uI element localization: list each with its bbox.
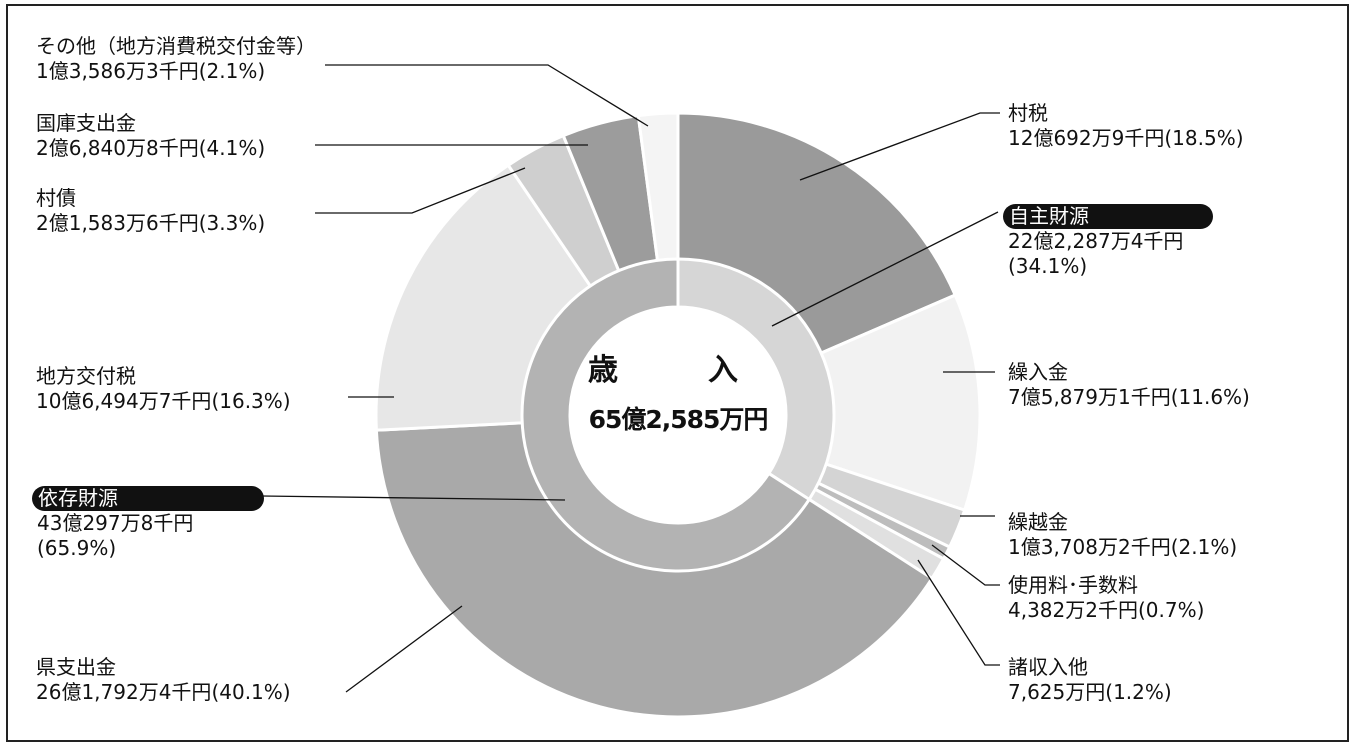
label-shoshunyu: 諸収入他 7,625万円(1.2%) [1008, 655, 1172, 705]
label-value: 2億1,583万6千円(3.3%) [36, 211, 266, 235]
label-izon-zaigen: 依存財源 43億297万8千円 (65.9%) [32, 486, 264, 561]
label-percent: (34.1%) [1008, 254, 1088, 278]
leader-shoshunyu [917, 559, 1000, 666]
label-kurikoshikin: 繰越金 1億3,708万2千円(2.1%) [1008, 510, 1237, 560]
label-value: 26億1,792万4千円(40.1%) [36, 680, 291, 704]
label-value: 1億3,708万2千円(2.1%) [1008, 535, 1238, 559]
label-percent: (65.9%) [37, 536, 117, 560]
label-value: 2億6,840万8千円(4.1%) [36, 136, 266, 160]
label-sonota: その他（地方消費税交付金等） 1億3,586万3千円(2.1%) [36, 34, 316, 84]
outer-ring [374, 111, 982, 719]
label-name: 繰入金 [1008, 360, 1068, 384]
inner-ring [520, 257, 836, 573]
label-name: 村税 [1008, 101, 1048, 125]
label-jishu-zaigen: 自主財源 22億2,287万4千円 (34.1%) [1003, 204, 1213, 279]
label-value: 1億3,586万3千円(2.1%) [36, 59, 266, 83]
leader-shiyoryo [931, 544, 1000, 586]
label-name: 使用料･手数料 [1008, 573, 1138, 597]
inner-slice-0 [676, 257, 836, 502]
label-shiyoryo: 使用料･手数料 4,382万2千円(0.7%) [1008, 573, 1204, 623]
leader-sonota [325, 64, 649, 127]
label-name: 繰越金 [1008, 510, 1068, 534]
label-value: 7,625万円(1.2%) [1008, 680, 1172, 704]
label-value: 4,382万2千円(0.7%) [1008, 598, 1205, 622]
label-name: 県支出金 [36, 655, 116, 679]
label-value: 12億692万9千円(18.5%) [1008, 126, 1244, 150]
label-name: 諸収入他 [1008, 655, 1088, 679]
label-name: 村債 [36, 186, 76, 210]
label-kokkoshishutsukin: 国庫支出金 2億6,840万8千円(4.1%) [36, 111, 265, 161]
label-kurireikin: 繰入金 7億5,879万1千円(11.6%) [1008, 360, 1250, 410]
center-total: 65億2,585万円 [588, 405, 769, 434]
label-name: 国庫支出金 [36, 111, 136, 135]
label-kenshishutsukin: 県支出金 26億1,792万4千円(40.1%) [36, 655, 291, 705]
leader-sonsai [315, 167, 526, 214]
leader-lines [261, 64, 1000, 693]
label-sonsai: 村債 2億1,583万6千円(3.3%) [36, 186, 265, 236]
jishu-zaigen-badge: 自主財源 [1003, 204, 1213, 229]
label-name: その他（地方消費税交付金等） [36, 34, 316, 58]
label-value: 7億5,879万1千円(11.6%) [1008, 385, 1250, 409]
leader-sonzei [799, 112, 1000, 181]
inner-slice-1 [520, 257, 812, 573]
label-chihokofuzei: 地方交付税 10億6,494万7千円(16.3%) [36, 364, 291, 414]
label-value: 10億6,494万7千円(16.3%) [36, 389, 291, 413]
izon-zaigen-badge: 依存財源 [32, 486, 264, 511]
leader-izon-zaigen [261, 495, 566, 501]
label-value: 43億297万8千円 [37, 511, 194, 535]
label-name: 地方交付税 [36, 364, 136, 388]
center-title: 歳 入 [588, 353, 768, 388]
label-value: 22億2,287万4千円 [1008, 229, 1184, 253]
leader-jishu-zaigen [771, 211, 999, 327]
leader-kenshishutsukin [345, 605, 463, 693]
label-sonzei: 村税 12億692万9千円(18.5%) [1008, 101, 1244, 151]
